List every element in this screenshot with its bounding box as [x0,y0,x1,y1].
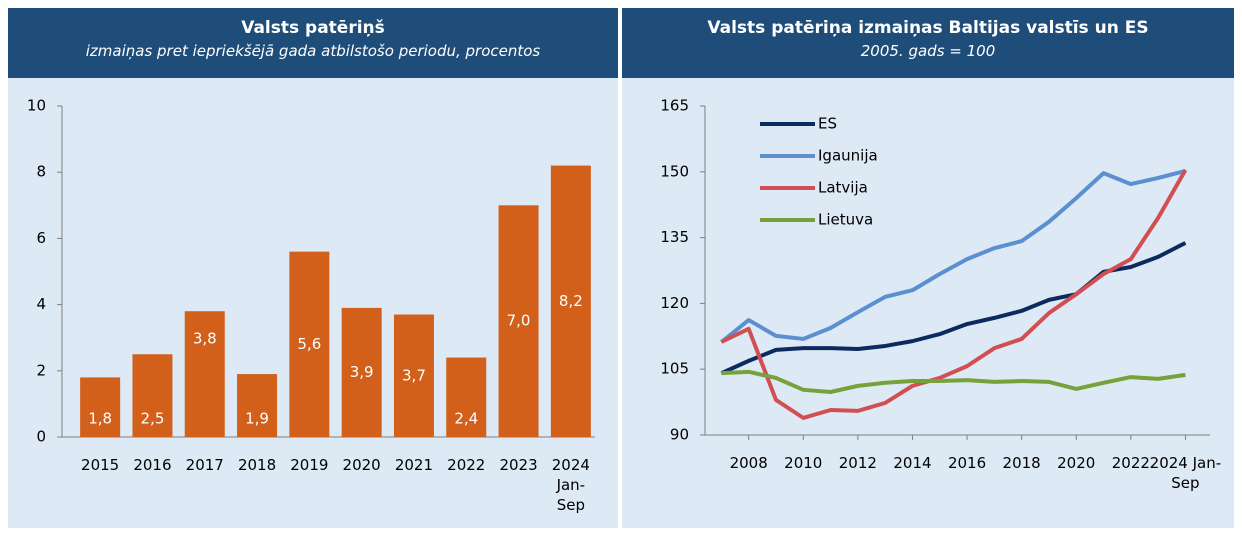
data-label: 3,9 [350,363,374,381]
data-label: 1,8 [88,410,112,428]
bar [550,165,591,437]
x-tick-label: 2018 [1002,454,1041,472]
x-tick-label: 2024 Jan-Sep [551,456,590,514]
data-label: 8,2 [559,292,583,310]
x-tick-label: 2019 [290,456,329,474]
bar [498,205,539,437]
chart-subtitle: izmaiņas pret iepriekšējā gada atbilstoš… [85,42,541,60]
bar [132,354,173,437]
header-left: Valsts patēriņš izmaiņas pret iepriekšēj… [8,8,618,78]
x-tick-label: 2020 [1057,454,1096,472]
legend-label: Lietuva [818,211,873,229]
x-tick-label: 2016 [947,454,987,472]
data-label: 3,8 [193,330,217,348]
y-tick-label: 135 [660,228,689,246]
y-tick-label: 0 [36,428,46,446]
x-tick-label: 2010 [784,454,823,472]
bar [80,377,121,437]
legend-label: ES [818,115,837,133]
bar [237,374,278,437]
data-label: 7,0 [507,312,531,330]
header-right: Valsts patēriņa izmaiņas Baltijas valstī… [622,8,1234,78]
x-tick-label: 2014 [893,454,932,472]
y-tick-label: 6 [36,229,46,247]
bar [446,357,487,437]
x-tick-label: 2008 [729,454,768,472]
data-label: 5,6 [297,335,321,353]
legend-label: Latvija [818,179,868,197]
x-tick-label: 2012 [838,454,877,472]
legend-label: Igaunija [818,147,878,165]
x-tick-label: 2024 Jan-Sep [1149,454,1222,492]
x-tick-label: 2022 [447,456,486,474]
panel-right [622,78,1234,528]
chart-title: Valsts patēriņš [241,18,385,38]
data-label: 2,4 [454,410,478,428]
x-tick-label: 2021 [394,456,434,474]
x-tick-label: 2015 [81,456,120,474]
x-tick-label: 2018 [237,456,277,474]
data-label: 1,9 [245,410,269,428]
line [720,168,1186,344]
y-tick-label: 90 [670,426,689,444]
y-tick-label: 4 [36,295,46,313]
y-tick-label: 120 [660,294,689,312]
data-label: 3,7 [402,366,426,384]
line [720,241,1187,375]
y-tick-label: 165 [660,97,689,115]
data-label: 2,5 [141,410,165,428]
y-tick-label: 150 [660,162,689,180]
y-tick-label: 8 [36,163,46,181]
x-tick-label: 2020 [342,456,381,474]
bar [289,251,330,437]
bar [184,311,225,437]
y-tick-label: 2 [36,361,46,379]
line [720,169,1188,420]
y-tick-label: 10 [27,97,46,115]
line [721,369,1186,395]
x-tick-label: 2016 [133,456,172,474]
bar [393,314,434,437]
y-tick-label: 105 [660,360,689,378]
x-tick-label: 2022 [1111,454,1150,472]
chart-subtitle: 2005. gads = 100 [860,42,996,60]
bar [341,307,382,437]
x-tick-label: 2017 [185,456,224,474]
x-tick-label: 2023 [499,456,538,474]
chart-title: Valsts patēriņa izmaiņas Baltijas valstī… [707,18,1149,38]
